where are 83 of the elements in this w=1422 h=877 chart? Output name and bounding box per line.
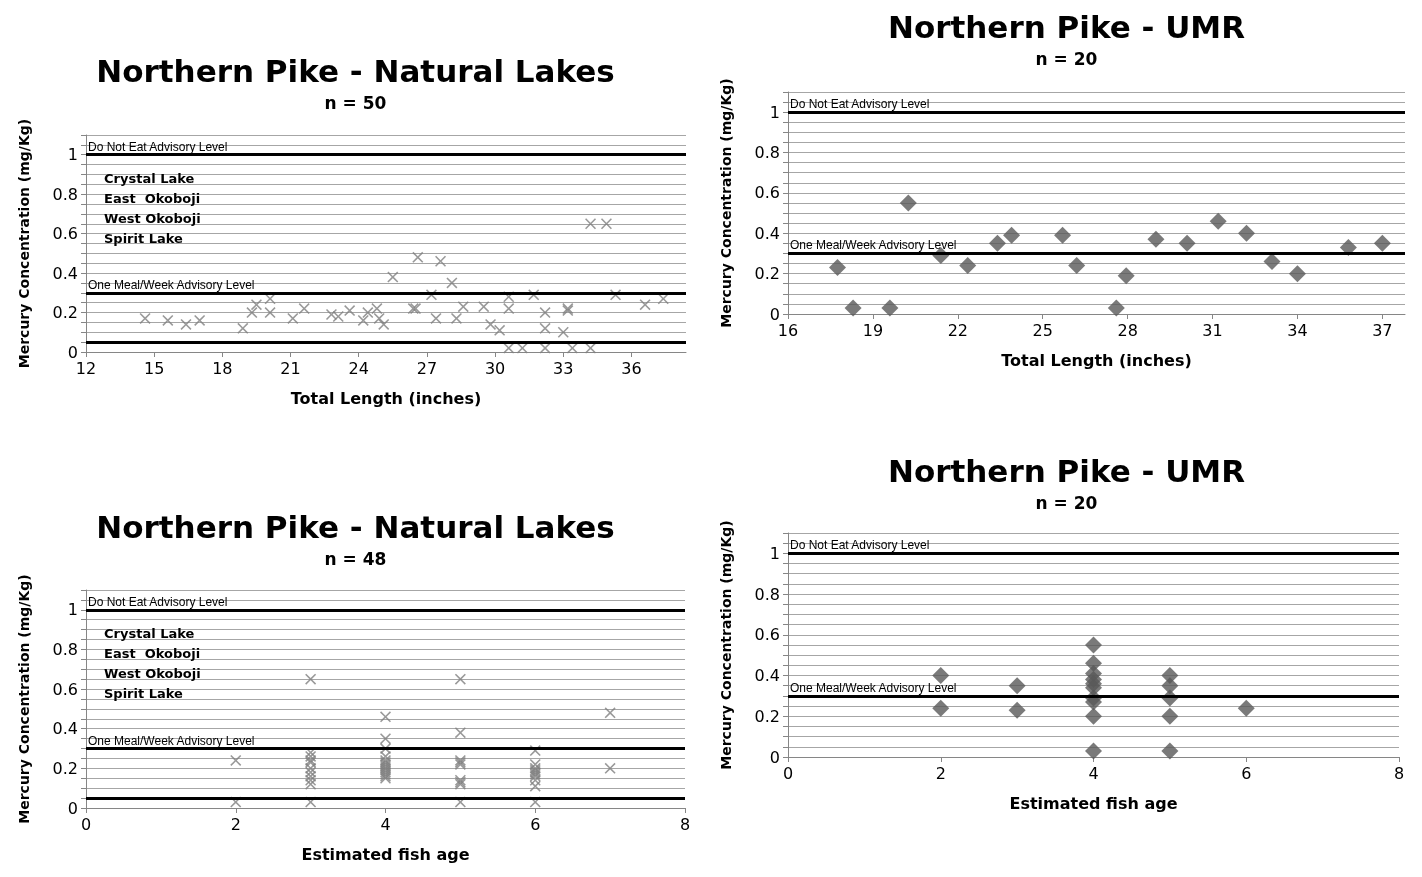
chart-subtitle: n = 20 xyxy=(1035,492,1098,513)
x-tick-label: 8 xyxy=(1393,763,1405,783)
x-tick-label: 19 xyxy=(862,320,884,340)
x-tick-label: 34 xyxy=(1287,320,1308,340)
y-tick-label: 1 xyxy=(67,600,78,620)
chart-title: Northern Pike - UMR xyxy=(887,452,1246,489)
chart-title: Northern Pike - UMR xyxy=(887,8,1246,45)
ref-line-label: Do Not Eat Advisory Level xyxy=(790,538,930,553)
chart-subtitle: n = 50 xyxy=(324,92,387,113)
x-tick-label: 28 xyxy=(1117,320,1138,340)
annotation: Spirit Lake xyxy=(104,686,184,701)
x-tick-label: 16 xyxy=(777,320,799,340)
x-tick-label: 0 xyxy=(80,814,92,834)
x-tick-label: 6 xyxy=(530,814,541,834)
x-tick-label: 12 xyxy=(75,358,97,378)
y-tick-label: 1 xyxy=(67,145,78,165)
y-tick-label: 0.2 xyxy=(52,303,78,323)
y-tick-label: 0 xyxy=(769,304,780,324)
y-tick-label: 1 xyxy=(769,543,780,563)
y-tick-label: 0.8 xyxy=(754,143,780,163)
annotation: West Okoboji xyxy=(104,666,201,681)
annotation: East Okoboji xyxy=(104,191,201,206)
ref-line-label: Do Not Eat Advisory Level xyxy=(88,594,228,609)
ref-line-label: One Meal/Week Advisory Level xyxy=(88,733,255,748)
y-tick-label: 0.4 xyxy=(754,666,780,686)
y-tick-label: 0 xyxy=(67,798,78,818)
y-tick-label: 0 xyxy=(769,747,780,767)
y-tick-label: 0.4 xyxy=(52,719,78,739)
x-tick-label: 30 xyxy=(484,358,506,378)
ref-line-label: One Meal/Week Advisory Level xyxy=(790,238,957,253)
x-axis-title: Estimated fish age xyxy=(301,844,470,864)
y-axis-title: Mercury Concentration (mg/Kg) xyxy=(16,118,32,369)
x-tick-label: 4 xyxy=(1088,763,1099,783)
annotation: Spirit Lake xyxy=(104,231,184,246)
y-tick-label: 0.6 xyxy=(754,183,780,203)
x-tick-label: 18 xyxy=(212,358,233,378)
x-tick-label: 6 xyxy=(1241,763,1252,783)
x-axis-title: Total Length (inches) xyxy=(1001,350,1192,370)
x-tick-label: 15 xyxy=(144,358,165,378)
x-tick-label: 22 xyxy=(947,320,968,340)
x-tick-label: 25 xyxy=(1032,320,1053,340)
x-tick-label: 8 xyxy=(679,814,691,834)
chart-subtitle: n = 20 xyxy=(1035,48,1098,69)
annotation: Crystal Lake xyxy=(104,171,195,186)
x-tick-label: 4 xyxy=(380,814,391,834)
x-tick-label: 31 xyxy=(1202,320,1223,340)
y-tick-label: 0.6 xyxy=(754,625,780,645)
y-tick-label: 1 xyxy=(769,102,780,122)
y-tick-label: 0.4 xyxy=(754,223,780,243)
x-tick-label: 21 xyxy=(280,358,301,378)
y-tick-label: 0.8 xyxy=(52,639,78,659)
x-tick-label: 0 xyxy=(782,763,794,783)
y-tick-label: 0.2 xyxy=(52,758,78,778)
ref-line-label: Do Not Eat Advisory Level xyxy=(88,139,228,154)
x-tick-label: 33 xyxy=(553,358,574,378)
y-axis-title: Mercury Concentration (mg/Kg) xyxy=(718,78,734,328)
ref-line-label: One Meal/Week Advisory Level xyxy=(790,680,957,695)
x-tick-label: 37 xyxy=(1372,320,1393,340)
x-tick-label: 36 xyxy=(621,358,642,378)
y-axis-title: Mercury Concentration (mg/Kg) xyxy=(718,520,734,770)
y-tick-label: 0 xyxy=(67,342,78,362)
annotation: West Okoboji xyxy=(104,211,201,226)
x-tick-label: 24 xyxy=(348,358,369,378)
ref-line-label: Do Not Eat Advisory Level xyxy=(790,97,930,112)
annotation: Crystal Lake xyxy=(104,626,195,641)
chart-title: Northern Pike - Natural Lakes xyxy=(96,508,615,545)
y-tick-label: 0.8 xyxy=(754,584,780,604)
ref-line-label: One Meal/Week Advisory Level xyxy=(88,277,255,292)
y-tick-label: 0.8 xyxy=(52,184,78,204)
y-tick-label: 0.4 xyxy=(52,263,78,283)
y-axis-title: Mercury Concentration (mg/Kg) xyxy=(16,574,32,824)
x-axis-title: Estimated fish age xyxy=(1009,793,1178,813)
chart-title: Northern Pike - Natural Lakes xyxy=(96,52,615,89)
chart-subtitle: n = 48 xyxy=(324,548,387,569)
x-axis-title: Total Length (inches) xyxy=(290,388,482,408)
x-tick-label: 2 xyxy=(935,763,946,783)
y-tick-label: 0.2 xyxy=(754,264,780,284)
y-tick-label: 0.6 xyxy=(52,679,78,699)
y-tick-label: 0.6 xyxy=(52,224,78,244)
annotation: East Okoboji xyxy=(104,646,201,661)
y-tick-label: 0.2 xyxy=(754,706,780,726)
x-tick-label: 2 xyxy=(230,814,241,834)
x-tick-label: 27 xyxy=(416,358,438,378)
